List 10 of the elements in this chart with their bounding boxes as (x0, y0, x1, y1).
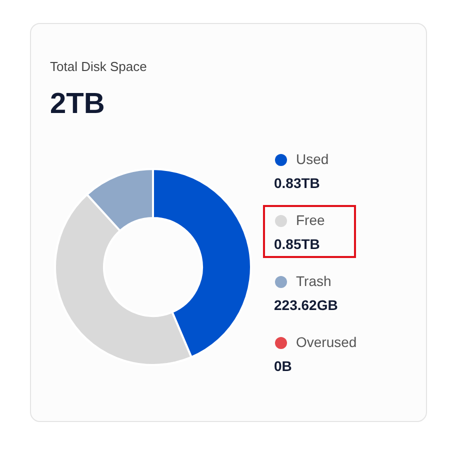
chart-title: Total Disk Space (50, 59, 147, 74)
chart-subtitle: 2TB (50, 88, 105, 121)
legend-label: Used (296, 151, 329, 167)
text: 0.85TB (274, 236, 320, 252)
text: 0B (274, 358, 292, 374)
text: 223.62GB (274, 297, 338, 313)
legend-label: Free (296, 212, 325, 228)
legend-label: Overused (296, 334, 357, 350)
text: 0.83TB (274, 175, 320, 191)
legend-label: Trash (296, 273, 332, 289)
